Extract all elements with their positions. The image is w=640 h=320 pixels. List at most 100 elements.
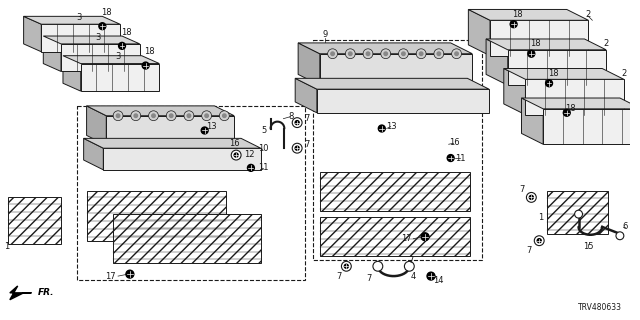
Polygon shape <box>84 138 103 170</box>
Text: 7: 7 <box>408 256 414 265</box>
Circle shape <box>201 127 208 134</box>
Circle shape <box>294 146 300 151</box>
Text: 18: 18 <box>120 28 131 36</box>
Text: 6: 6 <box>622 222 627 231</box>
Polygon shape <box>522 98 640 109</box>
Polygon shape <box>8 197 61 244</box>
Circle shape <box>363 49 373 59</box>
Circle shape <box>202 111 212 121</box>
Text: 1: 1 <box>4 242 9 251</box>
Circle shape <box>113 111 123 121</box>
Circle shape <box>294 120 300 125</box>
Polygon shape <box>504 68 624 79</box>
Circle shape <box>186 113 191 118</box>
Circle shape <box>220 111 229 121</box>
Circle shape <box>348 51 353 56</box>
Circle shape <box>452 49 461 59</box>
Text: 18: 18 <box>512 10 523 19</box>
Polygon shape <box>320 54 472 85</box>
Polygon shape <box>486 39 508 85</box>
Circle shape <box>148 111 159 121</box>
Circle shape <box>546 80 552 87</box>
Polygon shape <box>468 10 490 56</box>
Polygon shape <box>81 64 159 91</box>
Text: 16: 16 <box>449 138 460 147</box>
Text: 10: 10 <box>259 144 269 153</box>
Text: 14: 14 <box>433 276 443 284</box>
Circle shape <box>528 50 535 57</box>
Text: 7: 7 <box>527 246 532 255</box>
Text: 7: 7 <box>304 140 310 149</box>
Circle shape <box>373 261 383 271</box>
Text: 4: 4 <box>411 272 416 281</box>
Text: 3: 3 <box>115 52 121 61</box>
Polygon shape <box>320 217 470 256</box>
Circle shape <box>399 49 408 59</box>
Circle shape <box>330 51 335 56</box>
Polygon shape <box>547 191 608 234</box>
Polygon shape <box>106 116 234 145</box>
Circle shape <box>427 272 435 280</box>
Polygon shape <box>320 172 470 211</box>
Polygon shape <box>298 43 472 54</box>
Circle shape <box>222 113 227 118</box>
Polygon shape <box>86 191 227 241</box>
Circle shape <box>383 51 388 56</box>
Circle shape <box>142 62 149 69</box>
Circle shape <box>169 113 173 118</box>
Circle shape <box>434 49 444 59</box>
Circle shape <box>292 118 302 128</box>
Polygon shape <box>504 68 525 115</box>
Polygon shape <box>103 148 260 170</box>
Circle shape <box>204 113 209 118</box>
Circle shape <box>131 111 141 121</box>
Polygon shape <box>317 89 489 113</box>
Text: 13: 13 <box>206 122 217 131</box>
Circle shape <box>365 51 371 56</box>
Text: 2: 2 <box>639 104 640 113</box>
Circle shape <box>527 192 536 202</box>
Text: 2: 2 <box>621 69 627 78</box>
Circle shape <box>118 43 125 49</box>
Text: 17: 17 <box>401 234 412 243</box>
Polygon shape <box>24 16 120 24</box>
Circle shape <box>381 49 390 59</box>
Polygon shape <box>42 24 120 52</box>
Circle shape <box>401 51 406 56</box>
Polygon shape <box>44 36 61 71</box>
Circle shape <box>616 232 624 240</box>
Text: 7: 7 <box>304 114 310 123</box>
Circle shape <box>99 23 106 30</box>
Circle shape <box>416 49 426 59</box>
Circle shape <box>529 195 534 200</box>
Polygon shape <box>525 79 624 115</box>
Circle shape <box>133 113 138 118</box>
Text: FR.: FR. <box>37 288 54 297</box>
Polygon shape <box>113 214 260 263</box>
Circle shape <box>575 210 582 218</box>
Text: 11: 11 <box>259 164 269 172</box>
Text: 18: 18 <box>101 8 111 17</box>
Circle shape <box>534 236 544 246</box>
Circle shape <box>454 51 459 56</box>
Circle shape <box>231 150 241 160</box>
Polygon shape <box>468 10 588 20</box>
Text: 12: 12 <box>244 149 254 159</box>
Text: 18: 18 <box>144 47 155 56</box>
Text: 2: 2 <box>604 39 609 48</box>
Text: 11: 11 <box>455 154 466 163</box>
Circle shape <box>536 238 542 244</box>
Polygon shape <box>508 50 606 85</box>
Polygon shape <box>522 98 543 144</box>
Circle shape <box>328 49 337 59</box>
Text: 7: 7 <box>337 272 342 281</box>
Circle shape <box>344 264 349 269</box>
Text: 16: 16 <box>229 139 239 148</box>
Circle shape <box>421 233 429 241</box>
Text: 7: 7 <box>519 185 524 194</box>
Circle shape <box>419 51 424 56</box>
Text: 18: 18 <box>565 104 576 113</box>
Polygon shape <box>44 36 140 44</box>
Circle shape <box>341 261 351 271</box>
Circle shape <box>378 125 385 132</box>
